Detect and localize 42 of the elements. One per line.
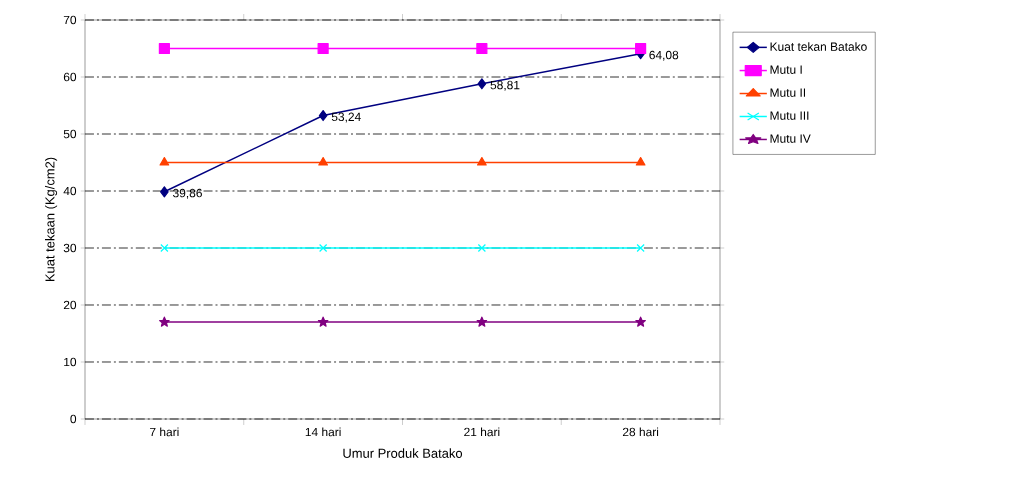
- point: [317, 316, 329, 327]
- legend-label: Mutu IV: [770, 134, 811, 143]
- point: [160, 243, 169, 253]
- legend-label: Mutu I: [770, 65, 802, 74]
- point: [158, 42, 170, 55]
- data-label: 64,08: [649, 50, 679, 61]
- data-label: 53,24: [331, 112, 361, 123]
- x-axis-title: Umur Produk Batako: [343, 448, 463, 458]
- y-axis-title: Kuat tekaan (Kg/cm2): [45, 157, 58, 282]
- legend-label: Mutu II: [770, 88, 806, 97]
- x-tick-label: 28 hari: [622, 427, 659, 437]
- data-label: 39,86: [173, 188, 202, 199]
- x-tick-label: 21 hari: [464, 427, 500, 437]
- legend-label: Kuat tekan Batako: [770, 42, 867, 51]
- y-tick-label: 0: [70, 414, 77, 424]
- point: [160, 186, 169, 198]
- point: [635, 42, 647, 55]
- point: [636, 243, 645, 253]
- data-label: 58,81: [490, 80, 520, 91]
- point: [635, 316, 646, 327]
- x-tick-label: 7 hari: [150, 427, 179, 437]
- point: [159, 316, 170, 327]
- point: [159, 156, 170, 166]
- y-tick-label: 40: [63, 186, 77, 196]
- y-tick-label: 60: [63, 72, 77, 82]
- x-tick-label: 14 hari: [305, 427, 341, 437]
- legend-label: Mutu III: [770, 111, 809, 120]
- y-tick-label: 50: [63, 129, 77, 139]
- point: [476, 156, 487, 166]
- point: [318, 156, 329, 166]
- point: [477, 243, 486, 253]
- point: [635, 156, 646, 166]
- y-tick-label: 70: [63, 15, 77, 25]
- point: [476, 316, 488, 327]
- point: [477, 78, 487, 90]
- y-tick-label: 30: [63, 243, 77, 253]
- point: [317, 42, 329, 55]
- y-tick-label: 10: [64, 357, 77, 367]
- point: [476, 42, 488, 55]
- y-tick-label: 20: [63, 300, 77, 310]
- point: [319, 243, 328, 253]
- point: [318, 109, 328, 122]
